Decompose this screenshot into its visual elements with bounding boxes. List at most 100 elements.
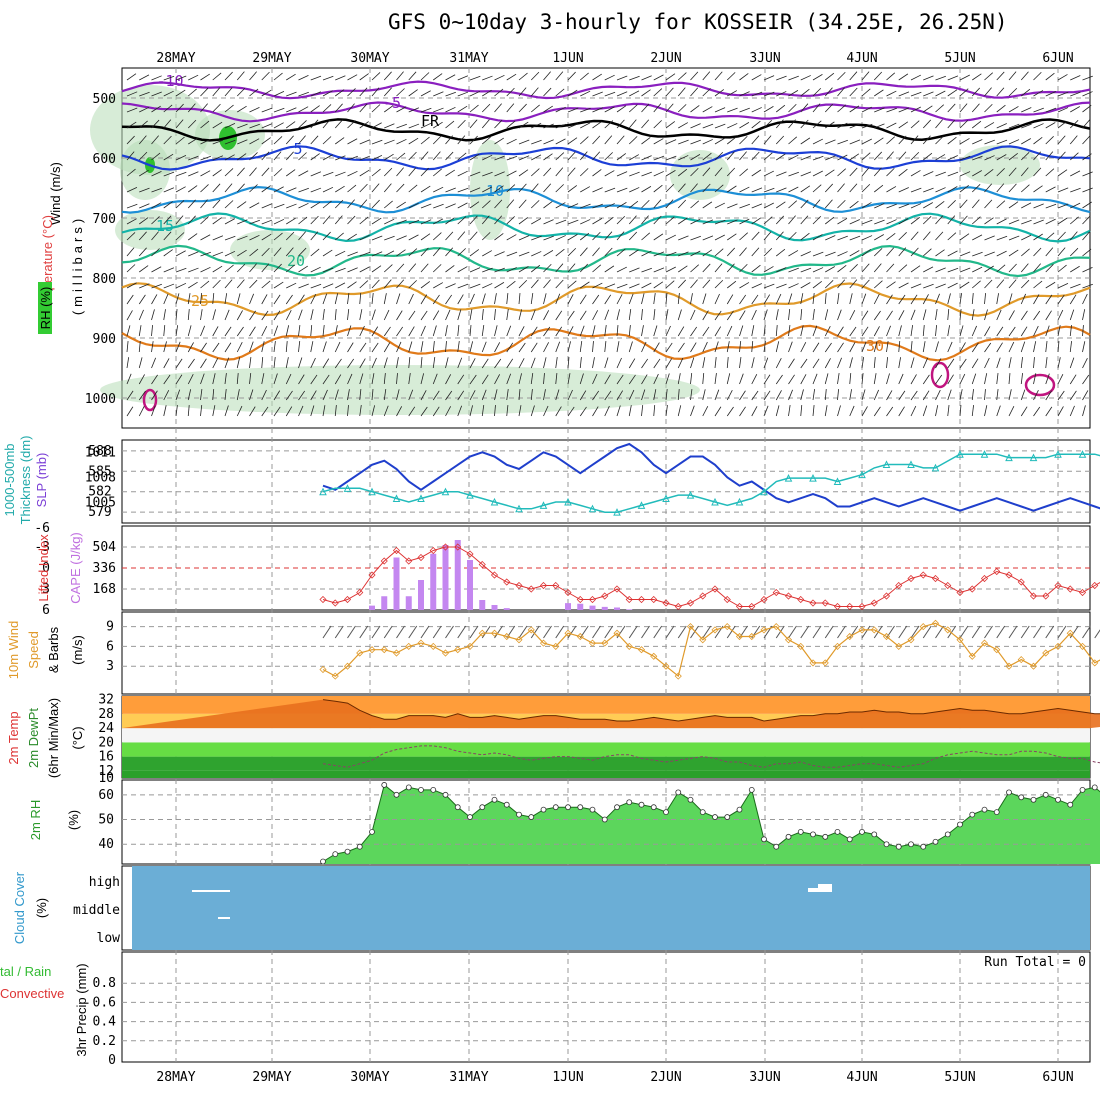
wind-barb	[200, 199, 208, 209]
wind-barb	[139, 203, 150, 209]
wind-barb	[1021, 219, 1032, 225]
wind-barb	[347, 293, 350, 305]
lifted-index-marker	[588, 595, 597, 604]
wind-barb	[298, 247, 307, 257]
wind-barb	[776, 283, 787, 289]
wind-barb	[567, 280, 577, 289]
wind-barb	[739, 91, 750, 97]
wind-barb	[1082, 201, 1092, 209]
wind-barb	[947, 200, 956, 209]
wind-barb	[432, 232, 442, 241]
wind-barb	[751, 341, 754, 353]
cape-bar	[467, 560, 473, 610]
wind-barb	[396, 263, 405, 273]
wind-barb	[861, 326, 869, 337]
wind-barb	[1008, 326, 1016, 337]
wind-barb	[1082, 309, 1086, 321]
wind-barb	[1045, 168, 1055, 177]
wind-tick: 9	[106, 620, 114, 635]
wind-barb	[212, 279, 221, 289]
wind-barb	[530, 87, 539, 97]
wind-barb-10m	[457, 625, 467, 639]
wind-barb	[1057, 341, 1060, 353]
wind-barb	[396, 235, 407, 241]
wind-barb	[151, 105, 161, 113]
wind-barb	[1045, 218, 1056, 225]
wind-barb	[604, 309, 610, 321]
wind-barb	[175, 389, 181, 401]
thickness-marker	[956, 450, 964, 458]
wind-barb	[959, 185, 969, 193]
wind-barb	[776, 201, 786, 209]
wind-barb	[861, 406, 868, 417]
wind-barb	[200, 389, 203, 401]
wind-barb	[910, 247, 919, 257]
wind-barb	[383, 309, 390, 321]
wind-barb	[812, 373, 818, 385]
wind-barb	[285, 247, 294, 257]
wind-barb	[616, 202, 627, 209]
wind-barb	[518, 103, 527, 113]
wind-barb	[224, 342, 232, 353]
wind-barb	[286, 217, 296, 225]
wind-barb	[1070, 170, 1081, 177]
wind-barb	[727, 136, 737, 145]
lifted-index-marker	[1091, 581, 1099, 590]
wind-barb	[212, 235, 224, 241]
wind-barb	[800, 325, 804, 337]
wind-barb	[224, 326, 232, 337]
wind-barb	[886, 325, 891, 337]
wind-barb	[139, 283, 150, 289]
wind-barb	[126, 294, 134, 305]
wind-barb	[1069, 390, 1077, 401]
wind-barb	[249, 234, 260, 241]
wind-barb	[984, 357, 990, 369]
cloud-gap	[192, 890, 230, 892]
cape-label: CAPE (J/kg)	[68, 532, 83, 604]
wind-barb	[677, 389, 680, 401]
wind-barb	[788, 200, 798, 209]
wind-barb-10m	[1069, 625, 1079, 639]
wind-barb	[212, 217, 222, 225]
rh-marker	[369, 828, 375, 835]
lifted-index-marker	[735, 602, 744, 611]
wind-barb	[543, 342, 550, 353]
wind-barb	[384, 235, 395, 241]
wind-barb	[726, 294, 734, 305]
wind-barb	[494, 309, 496, 321]
wind-barb	[555, 235, 566, 241]
wind-barb	[298, 374, 305, 385]
wind-barb	[285, 294, 293, 305]
wind-barb	[984, 199, 993, 209]
wind-barb	[702, 357, 706, 369]
wind-barb	[1045, 151, 1054, 161]
wind-barb	[445, 374, 452, 385]
wind-barb	[604, 390, 612, 401]
wind-barb	[788, 374, 795, 385]
wind-barb	[1008, 87, 1018, 97]
wind-barb	[555, 357, 558, 369]
wind-barb	[947, 293, 951, 305]
wind-barb-10m	[665, 625, 675, 639]
wind-barb	[347, 103, 355, 113]
thickness-marker	[760, 487, 768, 496]
wind-barb	[531, 235, 542, 241]
wind-barb	[910, 135, 919, 145]
wind-barb	[1057, 91, 1069, 97]
wind-barb	[126, 341, 129, 353]
wind-barb	[690, 167, 699, 177]
wind-barb	[837, 168, 847, 177]
wind-barb	[861, 183, 871, 193]
wind-barb	[996, 104, 1006, 113]
wind-barb	[714, 184, 724, 193]
wind-barb	[322, 405, 326, 417]
wind-barb	[494, 74, 505, 81]
wind-barb	[322, 309, 325, 321]
wind-speed-marker	[503, 632, 511, 641]
wind-barb	[433, 73, 443, 81]
wind-barb	[506, 373, 512, 385]
wind-barb	[923, 266, 934, 273]
date-label-top: 2JUN	[650, 51, 681, 66]
wind-barb	[543, 326, 551, 337]
rh-marker	[834, 828, 841, 835]
